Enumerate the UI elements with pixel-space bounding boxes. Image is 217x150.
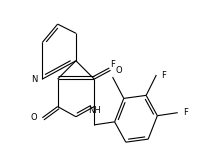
Text: F: F [161, 70, 166, 80]
Text: O: O [31, 113, 37, 122]
Text: N: N [31, 75, 37, 84]
Text: O: O [116, 66, 122, 75]
Text: F: F [183, 108, 188, 117]
Text: F: F [110, 60, 115, 69]
Text: NH: NH [88, 106, 101, 115]
